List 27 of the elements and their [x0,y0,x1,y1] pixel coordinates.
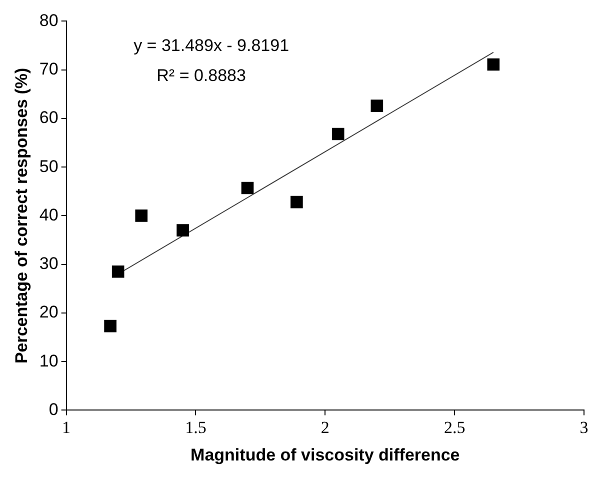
x-tick-label: 1 [62,418,71,437]
y-tick-label: 0 [48,400,58,419]
annotation: y = 31.489x - 9.8191 [134,36,290,56]
x-tick-label: 3 [580,418,588,437]
annotation: R² = 0.8883 [156,66,246,86]
point [332,128,344,140]
point [176,224,189,236]
x-tick-label: 2 [320,418,330,437]
y-tick-label: 20 [39,302,58,322]
y-tick-label: 30 [39,254,58,274]
y-tick-label: 70 [39,60,58,79]
point [370,100,384,112]
y-tick-label: 40 [39,205,58,224]
point [135,210,148,222]
point [487,58,500,71]
point [290,196,303,208]
x-tick-label: 1.5 [185,418,206,437]
y-tick-label: 80 [39,10,58,30]
y-tick-label: 50 [39,156,58,176]
x-axis-title: Magnitude of viscosity difference [190,445,460,464]
point [112,265,124,278]
y-axis-title: Percentage of correct responses (%) [12,68,31,364]
point [241,182,254,194]
y-tick-label: 10 [39,351,58,370]
x-tick-label: 2.5 [444,418,466,437]
y-tick-label: 60 [39,108,58,128]
point [104,320,116,332]
